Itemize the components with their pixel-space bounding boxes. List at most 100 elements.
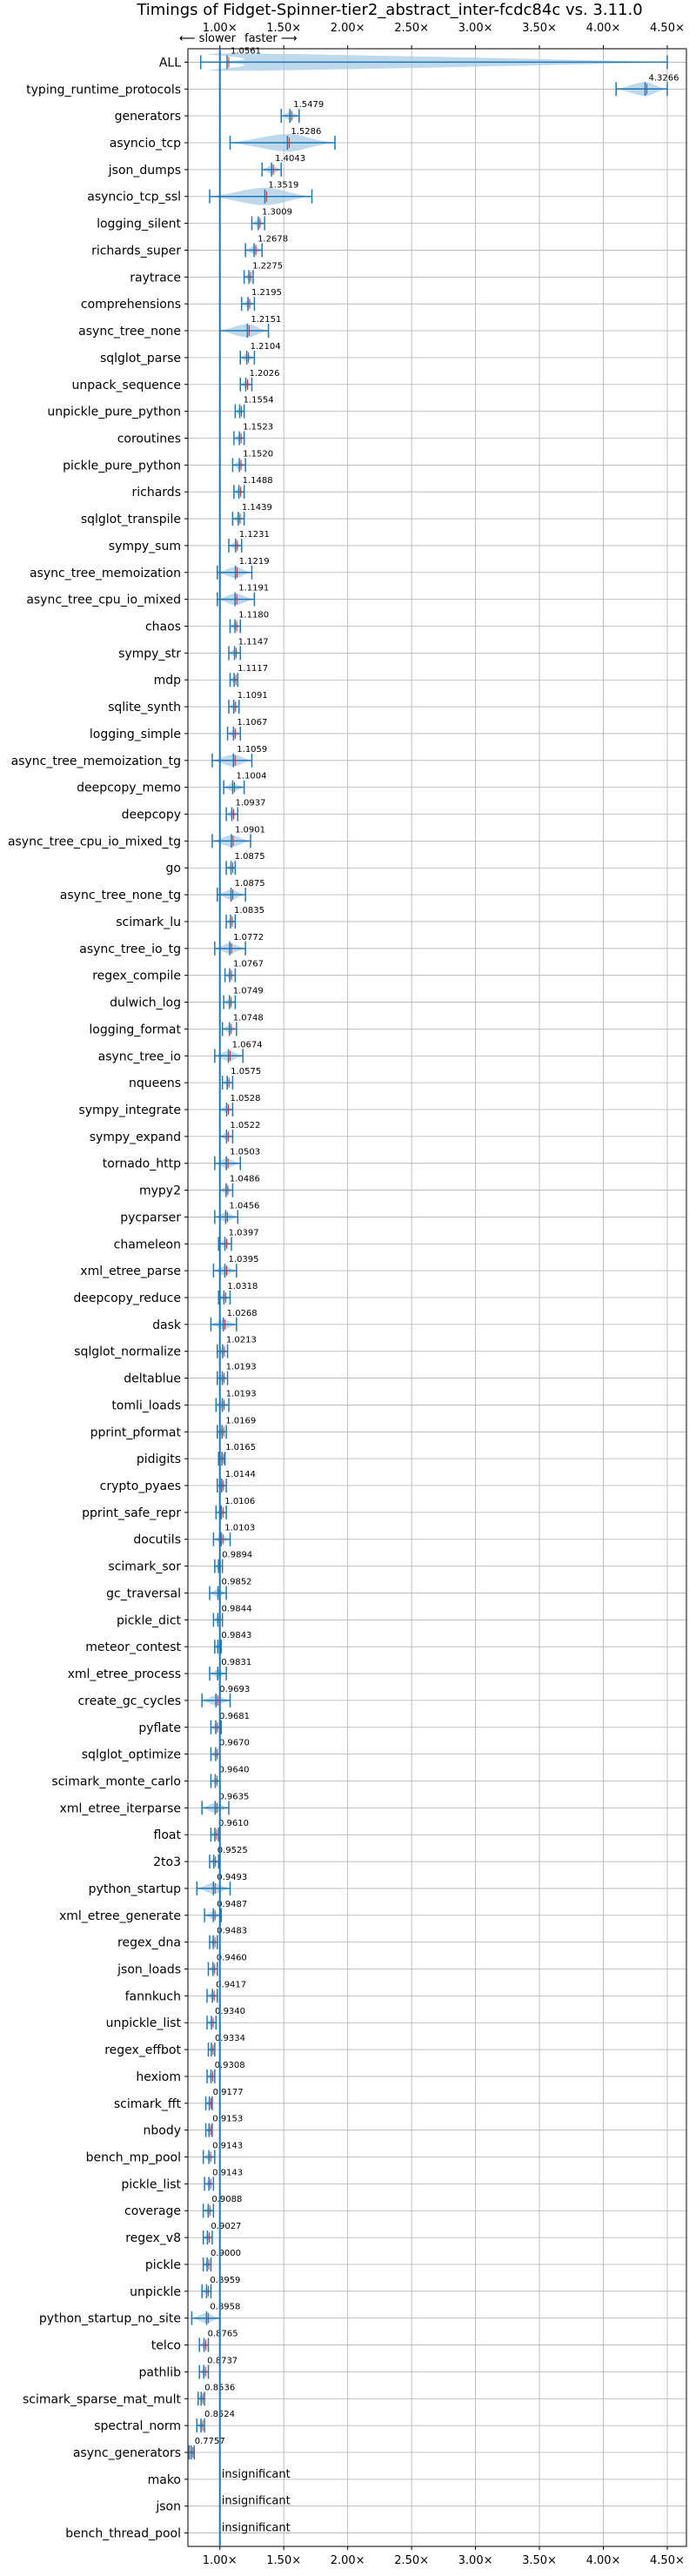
benchmark-row: mdp 1.1117 — [154, 664, 269, 688]
benchmark-label: deepcopy_reduce — [73, 1291, 181, 1305]
value-label: 1.2678 — [258, 234, 288, 244]
benchmark-label: json — [155, 2500, 181, 2514]
benchmark-label: xml_etree_iterparse — [60, 1801, 181, 1815]
benchmark-label: logging_format — [89, 1023, 181, 1036]
value-label: 1.1180 — [238, 610, 269, 620]
benchmark-row: crypto_pyaes 1.0144 — [100, 1470, 256, 1493]
benchmark-row: spectral_norm0.8524 — [94, 2410, 235, 2433]
benchmark-row: asyncio_tcp_ssl 1.3519 — [87, 181, 313, 205]
benchmark-label: xml_etree_parse — [80, 1265, 181, 1278]
benchmark-label: spectral_norm — [94, 2419, 181, 2433]
benchmark-row: generators 1.5479 — [115, 100, 325, 124]
value-label: 1.2275 — [252, 261, 283, 271]
benchmark-row: gc_traversal 0.9852 — [106, 1577, 251, 1600]
benchmark-row: scimark_lu 1.0835 — [116, 906, 264, 929]
benchmark-row: raytrace 1.2275 — [130, 261, 283, 285]
benchmark-row: deltablue 1.0193 — [124, 1363, 256, 1386]
value-label: 1.0772 — [233, 933, 264, 943]
benchmark-label: fannkuch — [125, 1989, 181, 2003]
benchmark-label: chaos — [145, 620, 181, 634]
benchmark-label: mdp — [154, 674, 182, 688]
benchmark-label: async_tree_memoization_tg — [11, 755, 181, 768]
benchmark-label: asyncio_tcp_ssl — [87, 191, 181, 205]
x-tick-label: 3.50× — [522, 22, 557, 35]
value-label: 1.1488 — [243, 476, 273, 486]
benchmark-label: async_generators — [73, 2446, 181, 2460]
benchmark-label: regex_dna — [117, 1936, 181, 1950]
benchmark-row: json_loads 0.9460 — [117, 1954, 247, 1977]
benchmark-row: typing_runtime_protocols 4.3266 — [26, 73, 679, 97]
value-label: 1.4043 — [275, 154, 305, 164]
benchmark-row: nbody 0.9153 — [144, 2115, 244, 2138]
benchmark-row: sympy_str 1.1147 — [118, 637, 269, 661]
value-label: 1.2151 — [251, 315, 281, 325]
value-label: 0.9143 — [212, 2142, 243, 2151]
x-tick-label: 3.00× — [458, 22, 493, 35]
benchmark-label: typing_runtime_protocols — [26, 83, 181, 97]
benchmark-row: asyncio_tcp 1.5286 — [110, 127, 336, 152]
benchmark-label: pickle — [145, 2258, 181, 2272]
x-tick-label: 2.50× — [394, 22, 429, 35]
benchmark-label: sympy_integrate — [78, 1104, 181, 1117]
benchmark-row: comprehensions 1.2195 — [81, 288, 282, 312]
x-tick-label: 1.00× — [203, 2554, 238, 2567]
benchmark-row: telco 0.8765 — [151, 2330, 238, 2353]
value-label: 1.3009 — [262, 208, 292, 218]
value-label: 1.1554 — [244, 396, 274, 406]
benchmark-row: sqlglot_transpile 1.1439 — [81, 503, 272, 527]
benchmark-row: go 1.0875 — [166, 852, 265, 875]
value-label: 1.1231 — [239, 530, 270, 540]
benchmark-label: create_gc_cycles — [77, 1694, 181, 1708]
benchmark-label: python_startup_no_site — [39, 2312, 181, 2326]
value-label: 0.9460 — [217, 1954, 247, 1963]
benchmark-row: chameleon 1.0397 — [114, 1228, 259, 1251]
benchmark-label: async_tree_none — [78, 325, 181, 339]
benchmark-label: xml_etree_generate — [59, 1909, 181, 1923]
benchmark-row: nqueens 1.0575 — [129, 1067, 261, 1090]
benchmark-label: regex_v8 — [125, 2231, 181, 2245]
x-tick-label: 4.50× — [650, 22, 685, 35]
benchmark-label: unpickle_pure_python — [47, 406, 181, 419]
benchmark-row: pickle_list 0.9143 — [121, 2168, 243, 2191]
value-label: 0.9088 — [211, 2195, 242, 2204]
benchmark-row: xml_etree_process 0.9831 — [68, 1658, 252, 1681]
value-label: 1.0875 — [235, 879, 265, 889]
value-label: 1.5286 — [291, 127, 321, 137]
x-tick-label: 3.00× — [458, 2554, 493, 2567]
value-label: 1.1147 — [238, 637, 269, 647]
benchmark-label: bench_mp_pool — [86, 2151, 181, 2165]
benchmark-row: create_gc_cycles 0.9693 — [77, 1685, 250, 1708]
benchmark-label: coverage — [124, 2204, 181, 2218]
benchmark-row: async_tree_io 1.0674 — [98, 1040, 263, 1063]
benchmark-label: float — [154, 1828, 182, 1842]
benchmark-row: dask 1.0268 — [152, 1309, 258, 1332]
benchmark-row: deepcopy_reduce 1.0318 — [73, 1282, 258, 1305]
benchmark-label: async_tree_memoization — [30, 567, 181, 580]
benchmark-label: pycparser — [120, 1211, 181, 1224]
value-label: 1.1191 — [238, 584, 269, 594]
value-label: 0.9635 — [218, 1792, 249, 1801]
value-label: 1.1520 — [243, 449, 273, 459]
benchmark-row: sympy_integrate 1.0528 — [78, 1094, 260, 1117]
value-label: 1.0767 — [233, 960, 264, 969]
value-label: 0.9493 — [217, 1873, 247, 1882]
x-tick-label: 1.50× — [266, 22, 301, 35]
value-label: 1.0144 — [225, 1470, 256, 1479]
benchmark-row: xml_etree_parse 1.0395 — [80, 1255, 258, 1278]
value-label: 1.1067 — [237, 718, 267, 728]
benchmark-label: hexiom — [136, 2070, 181, 2084]
value-label: 1.0395 — [229, 1255, 259, 1265]
benchmark-label: scimark_monte_carlo — [51, 1774, 181, 1788]
benchmark-label: async_tree_cpu_io_mixed — [26, 594, 181, 607]
benchmark-label: pickle_dict — [117, 1613, 182, 1627]
value-label: 1.0193 — [226, 1389, 257, 1399]
benchmark-row: async_tree_memoization 1.1219 — [30, 557, 270, 580]
benchmark-label: sympy_expand — [90, 1130, 181, 1144]
benchmark-label: pickle_list — [121, 2177, 181, 2191]
benchmark-row: logging_silent 1.3009 — [97, 208, 292, 231]
benchmark-label: json_dumps — [108, 164, 181, 178]
value-label: 1.1004 — [236, 772, 266, 782]
benchmark-row: pprint_pformat 1.0169 — [90, 1416, 257, 1439]
benchmark-label: pathlib — [139, 2365, 182, 2379]
value-label: 0.9640 — [218, 1765, 249, 1774]
